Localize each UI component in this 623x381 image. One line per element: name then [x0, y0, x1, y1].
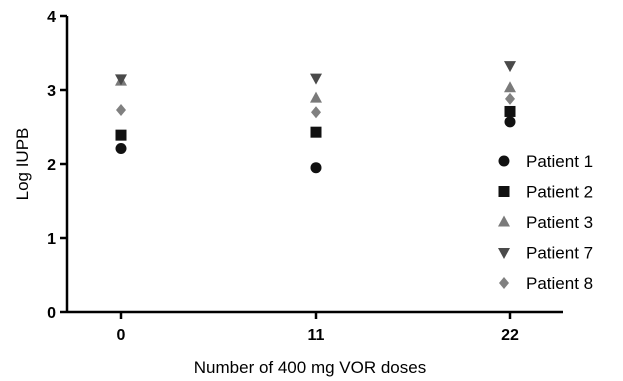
data-points — [115, 61, 516, 174]
legend: Patient 1 Patient 2 Patient 3 Patient 7 Pati… — [498, 152, 593, 293]
x-ticks: 0 11 22 — [117, 312, 519, 344]
data-point — [115, 142, 127, 154]
y-tick-label: 1 — [47, 231, 56, 248]
y-axis-title: Log IUPB — [13, 128, 32, 201]
data-point — [311, 106, 321, 119]
legend-label: Patient 2 — [526, 183, 593, 202]
data-point — [504, 61, 516, 73]
data-point — [504, 116, 516, 128]
y-tick-label: 3 — [47, 83, 56, 100]
x-tick-label: 22 — [501, 327, 519, 344]
data-point — [504, 81, 516, 93]
data-point — [115, 129, 127, 141]
x-axis-title: Number of 400 mg VOR doses — [194, 358, 426, 377]
x-tick-label: 0 — [117, 327, 126, 344]
x-tick-label: 11 — [308, 327, 325, 344]
y-tick-label: 0 — [47, 305, 56, 322]
legend-label: Patient 3 — [526, 213, 593, 232]
data-point — [115, 74, 127, 86]
legend-marker — [499, 277, 509, 289]
legend-marker — [498, 186, 510, 197]
data-point — [310, 91, 322, 103]
data-point — [310, 126, 322, 138]
legend-marker — [498, 155, 510, 167]
legend-marker — [498, 215, 510, 227]
legend-marker — [498, 248, 510, 259]
data-point — [505, 92, 515, 105]
data-point — [310, 73, 322, 85]
y-ticks: 0 1 2 3 4 — [47, 9, 67, 322]
y-tick-label: 2 — [47, 157, 56, 174]
legend-label: Patient 7 — [526, 244, 593, 263]
data-point — [504, 105, 516, 117]
legend-label: Patient 8 — [526, 274, 593, 293]
data-point — [116, 103, 126, 116]
y-tick-label: 4 — [47, 9, 56, 26]
data-point — [310, 162, 322, 174]
legend-label: Patient 1 — [526, 152, 593, 171]
